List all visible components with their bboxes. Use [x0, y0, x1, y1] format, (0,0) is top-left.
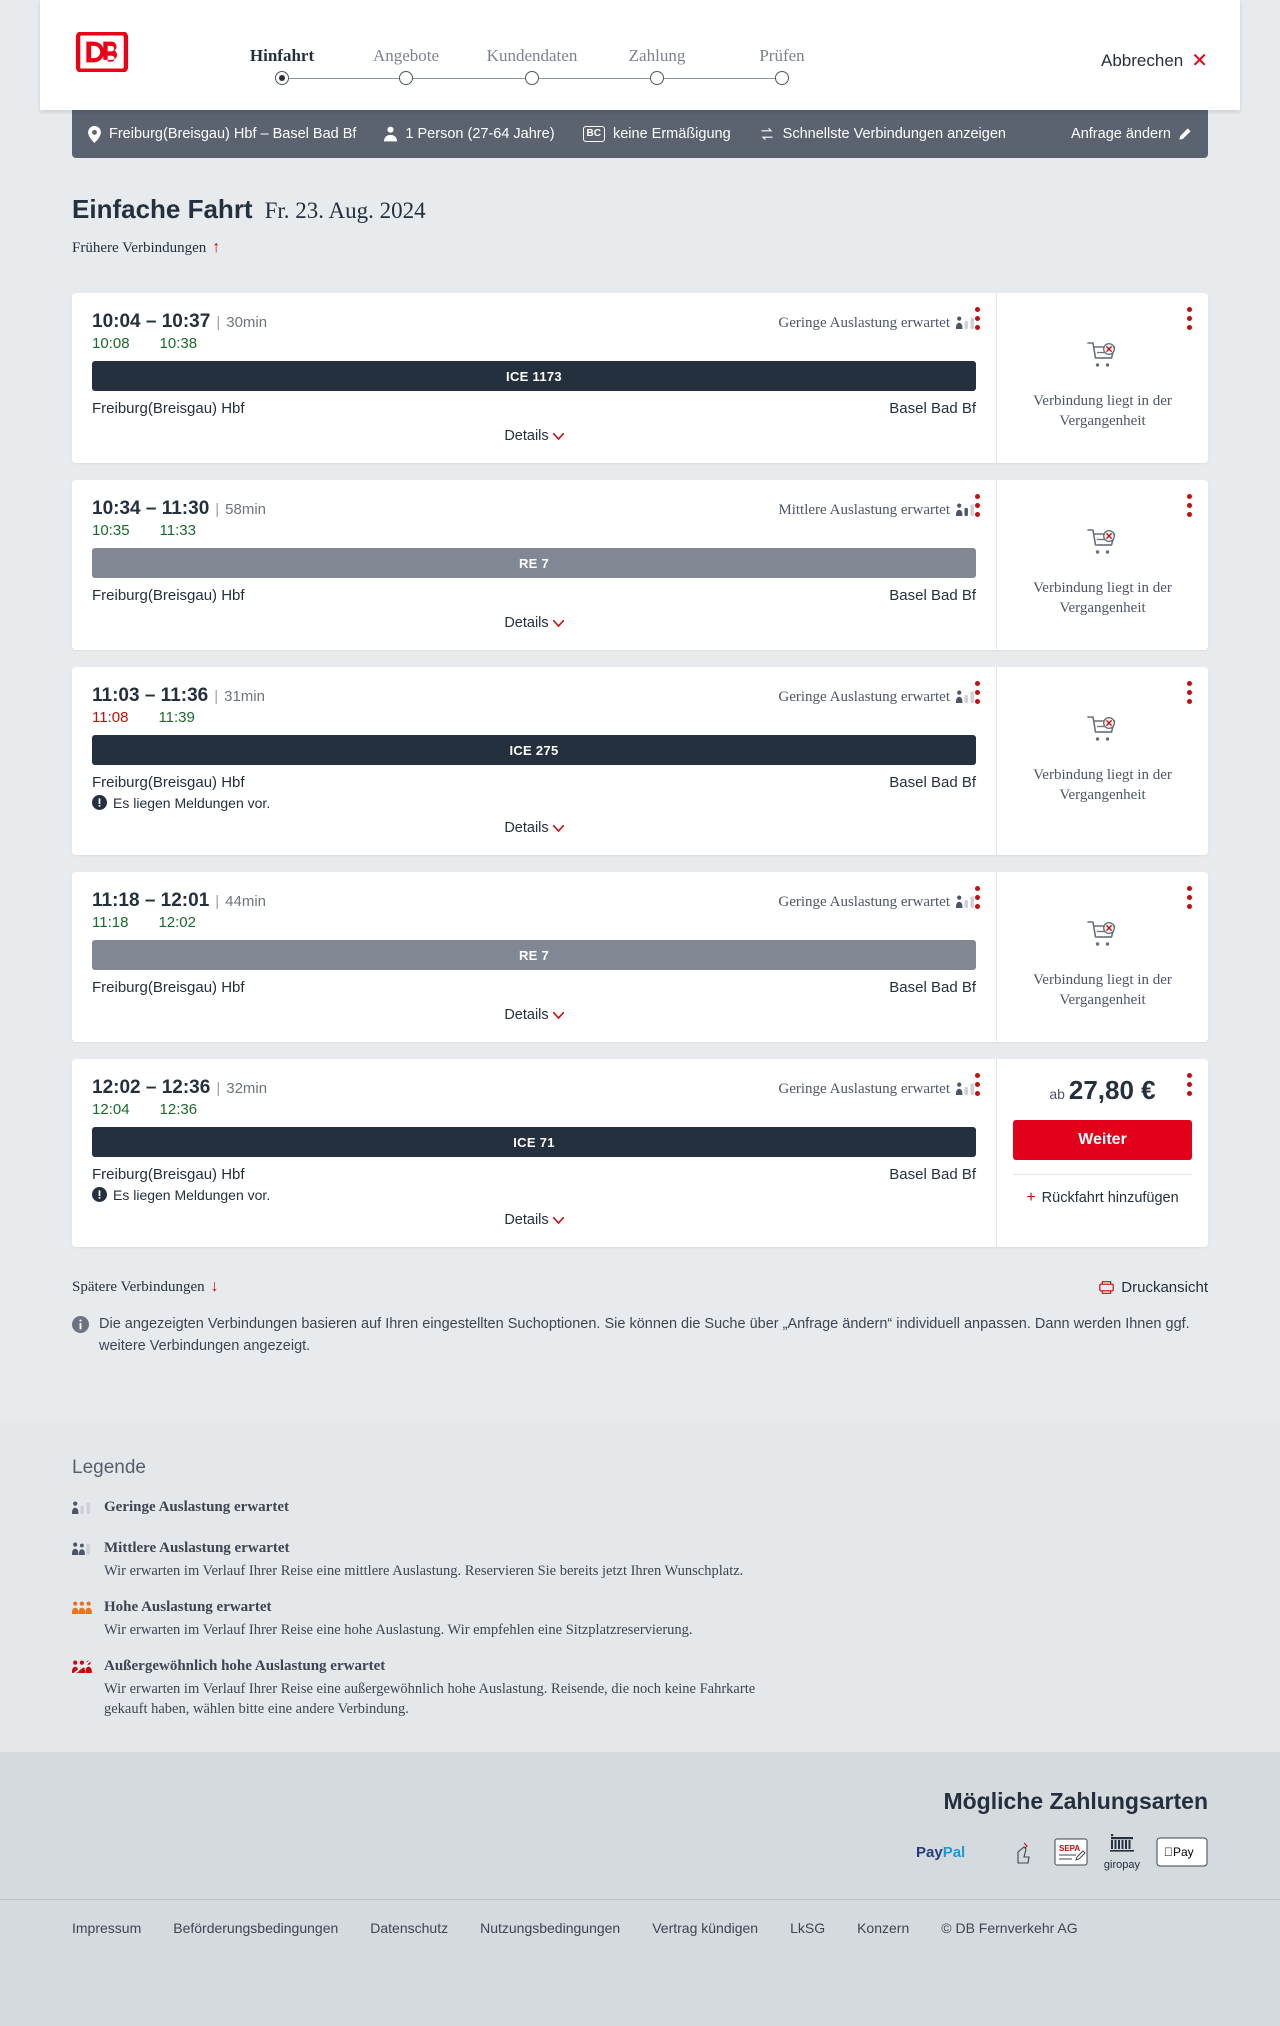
svg-text:Pay: Pay — [1164, 1845, 1194, 1859]
svg-text:PayPal: PayPal — [916, 1844, 965, 1861]
svg-text:SEPA: SEPA — [1059, 1844, 1080, 1853]
